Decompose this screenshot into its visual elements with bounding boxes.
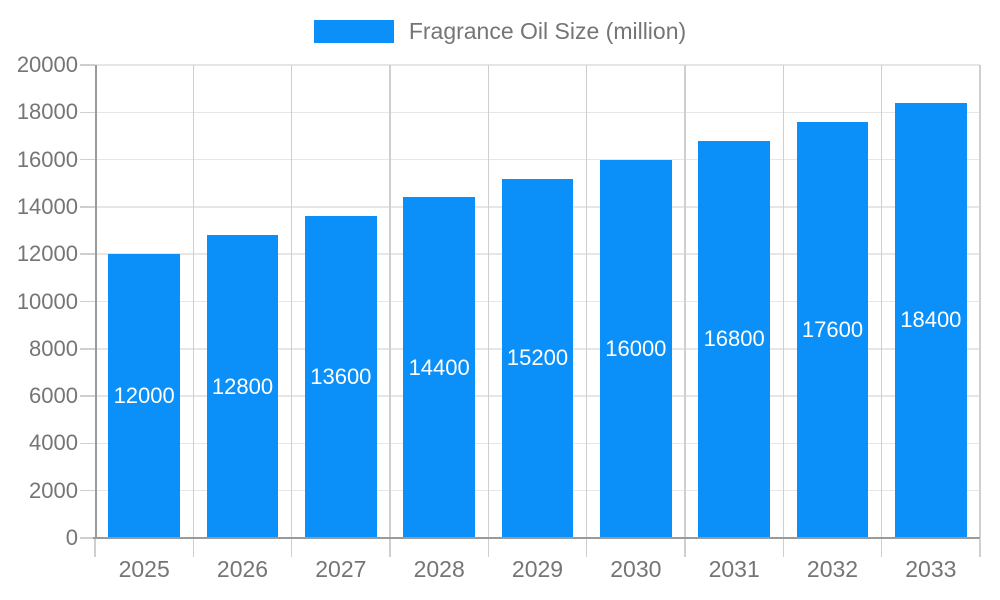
y-tick — [80, 395, 95, 397]
y-axis-label: 14000 — [16, 193, 78, 219]
y-axis-labels: 0 2000 4000 6000 8000 10000 12000 14000 16000 180… — [0, 52, 78, 550]
y-tick — [80, 348, 95, 350]
x-axis-line — [93, 536, 980, 539]
bar-2030: 16000 — [599, 159, 672, 538]
v-gridline — [979, 65, 981, 538]
y-axis-label: 20000 — [16, 52, 78, 77]
x-tick — [389, 539, 391, 557]
bar-value-label: 17600 — [801, 316, 864, 342]
bar-value-label: 12800 — [211, 373, 274, 399]
bar-value-label: 16800 — [703, 326, 765, 352]
bar-2027: 13600 — [304, 216, 377, 538]
v-gridline — [487, 65, 490, 538]
bar-2025: 12000 — [108, 254, 181, 538]
x-tick — [979, 539, 981, 557]
y-axis-label: 6000 — [29, 383, 78, 409]
bar-2033: 18400 — [894, 102, 967, 538]
x-axis-label: 2031 — [708, 556, 760, 582]
bar-value-label: 13600 — [310, 364, 372, 390]
bar-value-label: 14400 — [408, 354, 470, 380]
x-axis-label: 2028 — [413, 556, 465, 582]
y-tick — [80, 158, 95, 161]
bar-2029: 15200 — [501, 178, 574, 538]
x-tick — [684, 539, 686, 557]
x-axis-label: 2027 — [315, 556, 367, 582]
bar-2026: 12800 — [206, 235, 279, 538]
x-tick — [290, 539, 293, 557]
y-axis-label: 4000 — [29, 430, 78, 456]
legend: Fragrance Oil Size (million) — [0, 18, 1000, 45]
y-tick — [80, 111, 95, 114]
bar-value-label: 12000 — [113, 383, 175, 409]
y-tick — [80, 300, 95, 303]
h-gridline — [95, 158, 980, 161]
v-gridline — [684, 65, 686, 538]
x-tick — [782, 539, 785, 557]
y-axis-label: 12000 — [16, 241, 78, 267]
x-tick — [487, 539, 490, 557]
x-tick — [880, 539, 883, 557]
v-gridline — [782, 65, 785, 538]
y-axis-label: 18000 — [16, 99, 78, 125]
bar-2032: 17600 — [796, 121, 869, 538]
bar-value-label: 18400 — [900, 307, 962, 333]
bar-2031: 16800 — [698, 140, 771, 538]
legend-swatch — [313, 20, 394, 43]
legend-label: Fragrance Oil Size (million) — [408, 18, 687, 44]
v-gridline — [585, 65, 588, 538]
y-tick — [80, 206, 95, 208]
y-tick — [80, 537, 95, 539]
x-axis-label: 2026 — [216, 556, 269, 582]
x-axis-label: 2033 — [905, 556, 957, 582]
plot-area: 12000 12800 13600 14400 15200 16000 16800 17600… — [80, 64, 981, 557]
v-gridline — [389, 65, 391, 538]
x-tick — [585, 539, 588, 557]
h-gridline — [95, 111, 980, 114]
y-axis-line — [95, 65, 97, 538]
y-axis-label: 16000 — [16, 146, 78, 172]
v-gridline — [192, 65, 195, 538]
y-axis-label: 10000 — [16, 288, 78, 314]
y-axis-label: 2000 — [29, 477, 78, 503]
v-gridline — [290, 65, 293, 538]
y-tick — [80, 489, 95, 492]
x-axis-labels: 2025 2026 2027 2028 2029 2030 2031 2032 2033 — [95, 552, 980, 586]
bar-value-label: 16000 — [605, 335, 667, 361]
y-tick — [80, 442, 95, 445]
y-axis-label: 0 — [65, 525, 78, 550]
x-axis-label: 2030 — [610, 556, 662, 582]
x-axis-label: 2032 — [806, 556, 859, 582]
v-gridline — [880, 65, 883, 538]
x-tick — [192, 539, 195, 557]
h-gridline — [95, 64, 980, 66]
x-axis-label: 2029 — [511, 556, 564, 582]
y-tick — [80, 64, 95, 66]
x-tick — [94, 539, 96, 557]
bar-2028: 14400 — [403, 197, 476, 538]
y-axis-label: 8000 — [29, 335, 78, 361]
y-tick — [80, 253, 95, 255]
bar-value-label: 15200 — [506, 345, 569, 371]
x-axis-label: 2025 — [118, 556, 170, 582]
